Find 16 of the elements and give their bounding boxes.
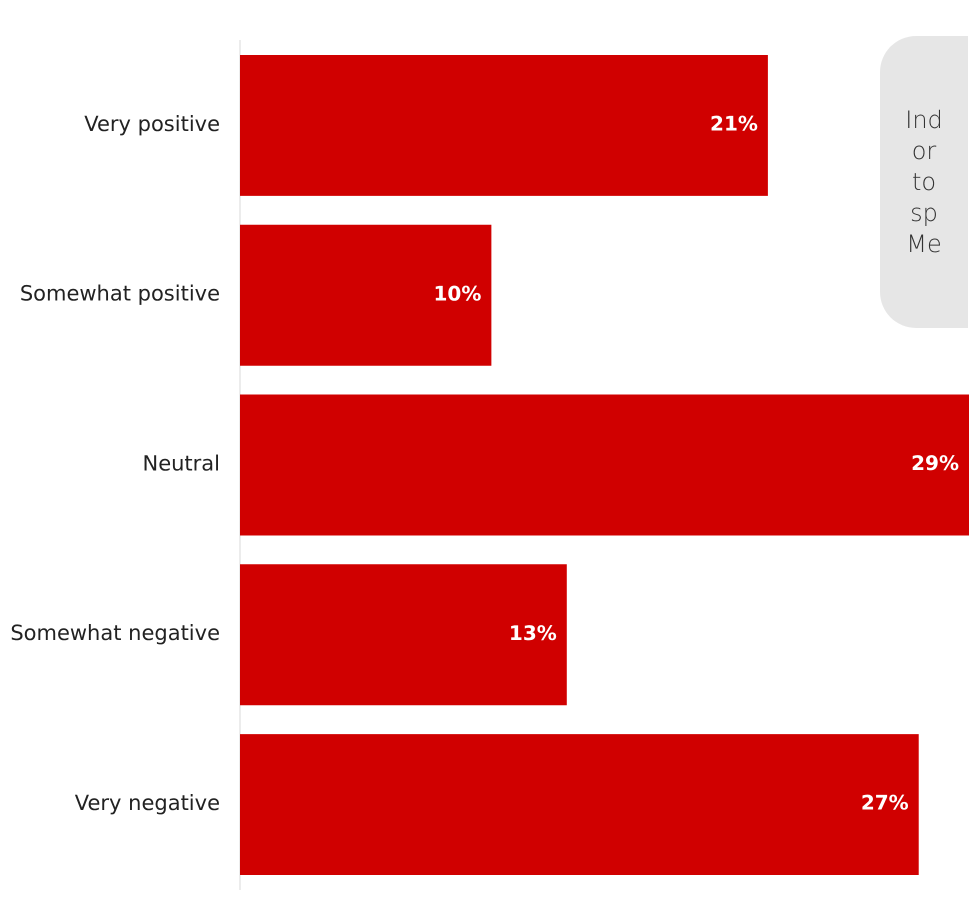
bar: [240, 394, 969, 536]
data-label: 21%: [710, 112, 758, 136]
data-label: 10%: [434, 281, 482, 306]
y-tick-label: Very negative: [74, 790, 220, 815]
callout-box: Ind or to sp Me: [880, 36, 968, 328]
y-tick-label: Somewhat positive: [20, 282, 220, 306]
bar: [240, 564, 567, 706]
bar: [240, 224, 492, 366]
data-label: 27%: [860, 790, 909, 815]
bar: [240, 55, 768, 196]
data-label: 13%: [508, 620, 557, 645]
bar: [240, 734, 919, 875]
y-tick-label: Somewhat negative: [10, 621, 220, 646]
y-tick-label: Very positive: [84, 112, 220, 136]
data-label: 29%: [911, 451, 959, 476]
y-tick-label: Neutral: [142, 451, 220, 476]
